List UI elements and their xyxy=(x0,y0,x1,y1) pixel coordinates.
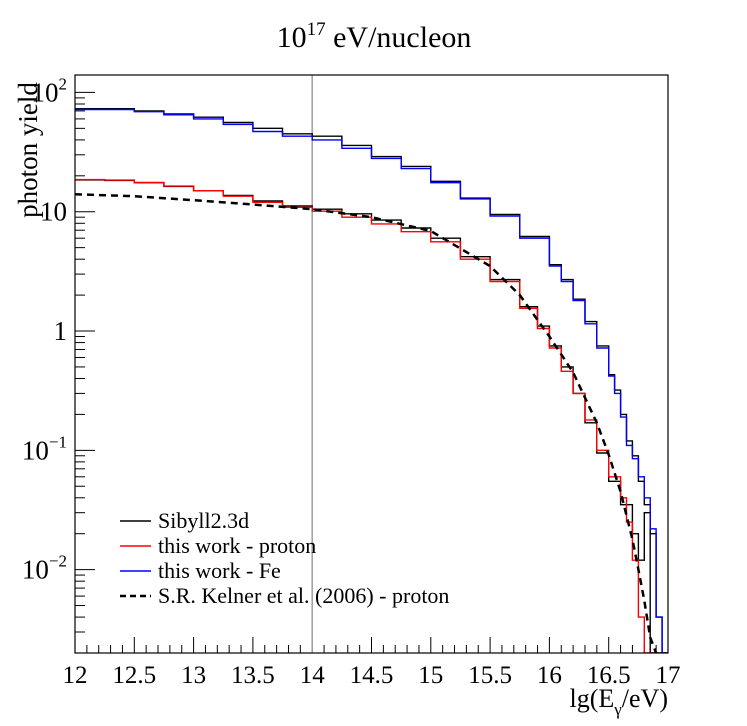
x-tick-label: 15.5 xyxy=(468,662,512,689)
y-tick-label: 10−2 xyxy=(22,552,67,585)
legend-label: Sibyll2.3d xyxy=(158,508,249,533)
legend-label: this work - proton xyxy=(158,533,316,558)
x-tick-label: 13.5 xyxy=(231,662,275,689)
title-exponent: 17 xyxy=(307,19,326,40)
plot-frame xyxy=(74,74,669,654)
data-series xyxy=(75,108,668,653)
chart-title: 1017 eV/nucleon xyxy=(277,19,472,54)
xlabel-pre: lg(E xyxy=(570,684,615,713)
series-line-0 xyxy=(75,108,668,653)
x-tick-label: 17 xyxy=(656,662,681,689)
series-line-4 xyxy=(75,193,658,653)
series-line-3 xyxy=(75,108,668,653)
x-tick-label: 14.5 xyxy=(350,662,394,689)
y-tick-label: 10 xyxy=(40,197,67,227)
y-tick-label: 1 xyxy=(54,316,68,346)
x-tick-label: 14 xyxy=(300,662,326,689)
title-base: 10 xyxy=(277,21,307,54)
x-tick-label: 16 xyxy=(537,662,562,689)
x-tick-label: 12.5 xyxy=(112,662,156,689)
axes: 12 12.5 13 13.5 14 14.5 15 15.5 16 16.5 17 102 10 1 10… xyxy=(22,74,681,689)
y-tick-label: 102 xyxy=(32,74,68,107)
xlabel-sub: γ xyxy=(613,700,622,719)
series-line-2 xyxy=(75,178,668,653)
y-tick-label: 10−1 xyxy=(22,432,67,465)
x-tick-label: 15 xyxy=(418,662,443,689)
y-axis-label: photon yield xyxy=(13,82,43,218)
x-tick-label: 12 xyxy=(63,662,88,689)
plot-border xyxy=(74,74,669,654)
x-tick-label: 13 xyxy=(181,662,206,689)
x-axis-label: lg(Eγ/eV) xyxy=(570,684,668,719)
xlabel-post: /eV) xyxy=(622,684,668,713)
legend-label: this work - Fe xyxy=(158,558,281,583)
legend-label: S.R. Kelner et al. (2006) - proton xyxy=(158,583,449,608)
x-tick-label: 16.5 xyxy=(587,662,631,689)
title-rest: eV/nucleon xyxy=(326,21,472,54)
